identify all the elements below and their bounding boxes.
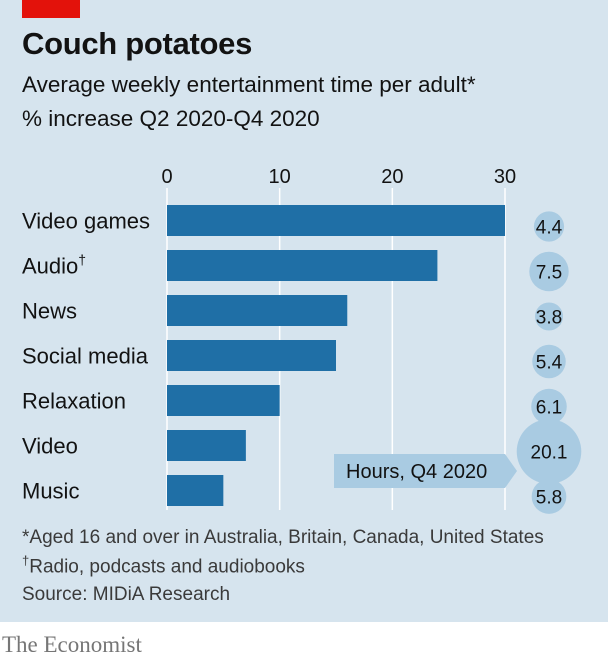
category-label: Music xyxy=(22,479,79,504)
hours-callout-box xyxy=(334,454,517,488)
hours-bubble xyxy=(529,251,569,292)
hours-bubble xyxy=(533,211,565,242)
hours-bubbles: 4.4 7.5 3.8 5.4 6.1 20.1 5.8 xyxy=(516,211,582,514)
hours-callout: Hours, Q4 2020 xyxy=(334,454,517,488)
chart-card: Couch potatoes Average weekly entertainm… xyxy=(0,0,608,622)
hours-bubble xyxy=(531,479,567,514)
hours-bubble xyxy=(516,419,582,484)
hours-value: 5.8 xyxy=(536,488,562,509)
bar xyxy=(167,250,438,281)
hours-bubble xyxy=(531,388,567,425)
bar xyxy=(167,295,348,326)
category-label: News xyxy=(22,299,77,324)
chart-title: Couch potatoes xyxy=(22,26,253,61)
bar xyxy=(167,340,336,371)
category-label: Video games xyxy=(22,209,150,234)
chart-measure: % increase Q2 2020-Q4 2020 xyxy=(22,106,320,131)
dagger-mark: † xyxy=(78,252,86,268)
hours-value: 3.8 xyxy=(536,308,562,329)
hours-bubble xyxy=(534,302,564,331)
hours-value: 4.4 xyxy=(536,218,563,239)
category-label: Audio† xyxy=(22,252,86,279)
x-tick-label: 30 xyxy=(494,166,516,188)
dagger-mark: † xyxy=(22,553,30,568)
bar xyxy=(167,385,280,416)
bar xyxy=(167,475,224,506)
hours-callout-label: Hours, Q4 2020 xyxy=(346,461,487,483)
bar xyxy=(167,430,246,461)
x-tick-label: 20 xyxy=(381,166,403,188)
red-tag xyxy=(22,0,80,18)
source-note: Source: MIDiA Research xyxy=(22,584,231,605)
category-label: Social media xyxy=(22,344,149,369)
bar xyxy=(167,205,505,236)
tick-labels: 0 10 20 30 xyxy=(161,166,516,188)
bar-chart: 0 10 20 30 Video games Audio† News Social medi… xyxy=(22,166,582,514)
footnote-age: *Aged 16 and over in Australia, Britain,… xyxy=(22,527,544,548)
category-label: Video xyxy=(22,434,78,459)
x-tick-label: 0 xyxy=(161,166,172,188)
hours-bubble xyxy=(532,344,566,379)
x-tick-label: 10 xyxy=(269,166,291,188)
hours-value: 20.1 xyxy=(531,443,568,464)
category-labels: Video games Audio† News Social media Relaxat… xyxy=(22,209,150,504)
hours-value: 7.5 xyxy=(536,263,562,284)
chart-subtitle: Average weekly entertainment time per ad… xyxy=(22,72,476,97)
brand-wordmark: The Economist xyxy=(2,632,142,657)
bars xyxy=(167,205,505,506)
hours-value: 5.4 xyxy=(536,353,563,374)
footnote-audio-text: Radio, podcasts and audiobooks xyxy=(29,556,305,578)
footnote-audio: †Radio, podcasts and audiobooks xyxy=(22,553,305,578)
hours-value: 6.1 xyxy=(536,398,562,419)
category-label: Relaxation xyxy=(22,389,126,414)
